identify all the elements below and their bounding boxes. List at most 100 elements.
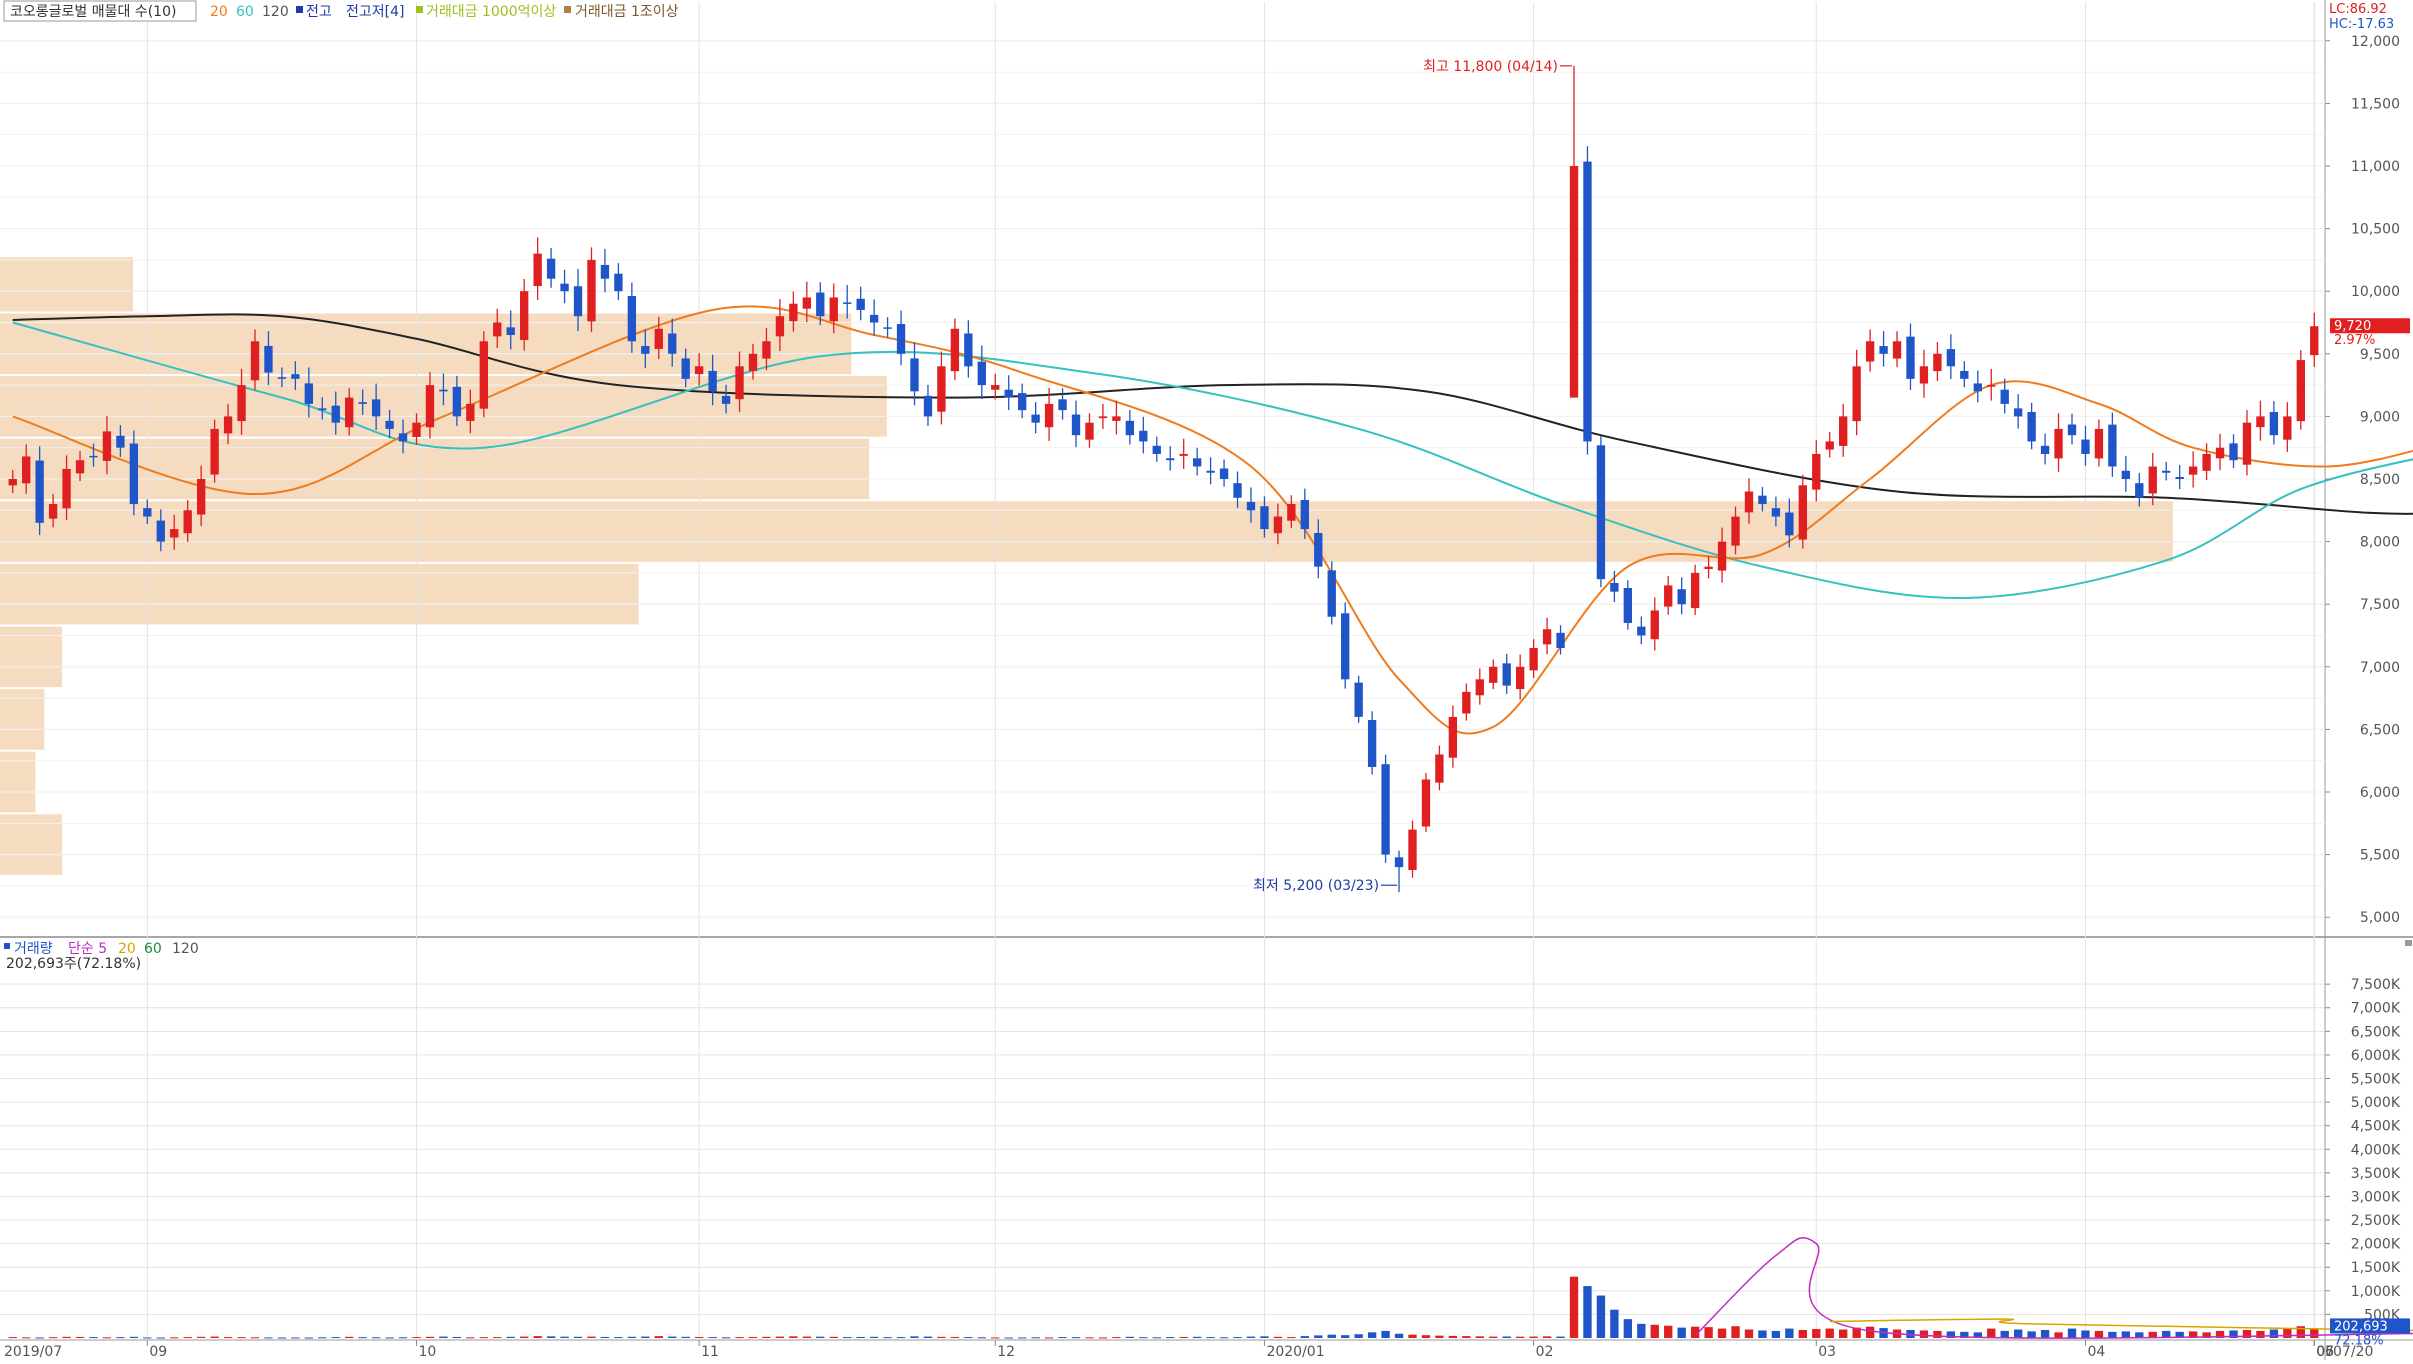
candle-body [1771, 508, 1781, 517]
candle-body [1879, 346, 1888, 354]
candle-body [2013, 408, 2023, 417]
volume-bar [371, 1337, 381, 1339]
price-tick-label: 7,500 [2360, 597, 2400, 613]
volume-bar [802, 1336, 812, 1338]
volume-bar [1839, 1329, 1848, 1338]
volume-bar [1287, 1337, 1296, 1339]
volume-bar [1731, 1326, 1740, 1338]
price-change-label: 2.97% [2334, 333, 2375, 348]
title-box[interactable] [3, 0, 197, 22]
candle-body [466, 403, 475, 421]
volume-bar [1139, 1337, 1148, 1339]
chart-header: 코오롱글로벌 매물대 수(10) 20 60 120 전고 전고저[4] 거래대… [3, 0, 679, 22]
candle-body [641, 346, 650, 354]
volume-tick-label: 5,500K [2351, 1072, 2401, 1088]
candle-body [748, 353, 758, 372]
volume-bar [1112, 1337, 1121, 1339]
candle-body [816, 292, 825, 317]
candle-body [264, 345, 273, 373]
candle-body [223, 416, 233, 434]
volume-bar [1785, 1328, 1794, 1338]
volume-bar [977, 1337, 986, 1339]
candle-body [1408, 829, 1417, 870]
volume-header: 거래량 단순 5 20 60 120 202,693주(72.18%) [4, 941, 199, 972]
price-tick-label: 11,000 [2351, 159, 2400, 175]
volume-bar [748, 1336, 758, 1338]
volume-bar [896, 1337, 906, 1339]
candle-body [1112, 416, 1121, 421]
volume-bar [1919, 1330, 1929, 1338]
volume-tick-label: 2,500K [2351, 1213, 2401, 1229]
volume-bar [1542, 1336, 1552, 1338]
candle-body [1004, 389, 1013, 398]
candle-body [2027, 411, 2036, 442]
volume-bar [1704, 1327, 1713, 1338]
candle-body [1354, 682, 1363, 717]
volume-bar [48, 1337, 58, 1339]
candle-body [977, 361, 986, 386]
volume-bar [1973, 1332, 1982, 1338]
volume-bar [1852, 1327, 1861, 1338]
candle-body [1623, 588, 1633, 623]
candle-body [560, 283, 569, 292]
corner-info: LC:86.92 HC:-17.63 [2329, 2, 2394, 32]
candle-body [1152, 445, 1161, 454]
panel-resize-handle[interactable] [2405, 940, 2412, 946]
candle-body [1717, 541, 1727, 571]
candle-body [493, 322, 502, 337]
turnover1-legend: 거래대금 1000억이상 [426, 4, 556, 20]
price-tick-label: 12,000 [2351, 34, 2400, 50]
volume-bar [533, 1336, 542, 1338]
candle-body [1596, 445, 1606, 580]
volume-ma20-line [1829, 1318, 2413, 1332]
price-tick-label: 11,500 [2351, 96, 2400, 112]
candle-body [1583, 161, 1592, 442]
candle-body [1327, 570, 1336, 617]
volume-bar [2229, 1330, 2238, 1338]
volume-bar [35, 1337, 44, 1339]
volume-bar [506, 1336, 515, 1338]
volume-bar [89, 1337, 98, 1339]
candle-body [614, 273, 623, 292]
volume-bar [1650, 1324, 1659, 1338]
candle-body [8, 479, 17, 486]
ma60-legend: 60 [236, 4, 254, 20]
candle-body [2283, 416, 2292, 440]
volume-ma120-legend: 120 [172, 941, 199, 957]
candle-body [1987, 385, 1996, 387]
candle-body [2000, 389, 2009, 404]
candle-body [1367, 719, 1377, 767]
candle-body [1098, 416, 1108, 419]
candle-body [1946, 349, 1956, 367]
volume-legend-label: 거래량 [14, 941, 53, 957]
annotations: 최고 11,800 (04/14) 최저 5,200 (03/23) [1253, 59, 1558, 894]
candle-body [654, 328, 663, 349]
volume-bar [762, 1336, 771, 1338]
volume-tick-label: 4,500K [2351, 1119, 2401, 1135]
candle-body [1502, 663, 1511, 686]
volume-bar [694, 1336, 704, 1338]
date-tick-label: 05 [2316, 1344, 2334, 1360]
candle-body [1394, 857, 1404, 868]
candle-body [1515, 666, 1525, 690]
volume-bar [923, 1336, 933, 1338]
candle-body [735, 366, 744, 400]
volume-bar [1933, 1330, 1942, 1338]
candle-body [358, 402, 367, 404]
candle-body [1489, 666, 1498, 683]
volume-bar [1462, 1336, 1471, 1338]
candle-body [439, 389, 448, 392]
date-tick-label: 2019/07 [4, 1344, 62, 1360]
candle-body [1690, 572, 1700, 609]
volume-bar [1166, 1337, 1175, 1339]
candle-body [2108, 424, 2117, 467]
candle-body [1435, 754, 1444, 783]
volume-profile-bar [0, 814, 63, 875]
candle-body [1852, 366, 1861, 422]
candle-body [1825, 441, 1834, 450]
candle-body [2162, 470, 2171, 473]
candle-body [1542, 629, 1552, 645]
volume-bar [116, 1337, 125, 1339]
